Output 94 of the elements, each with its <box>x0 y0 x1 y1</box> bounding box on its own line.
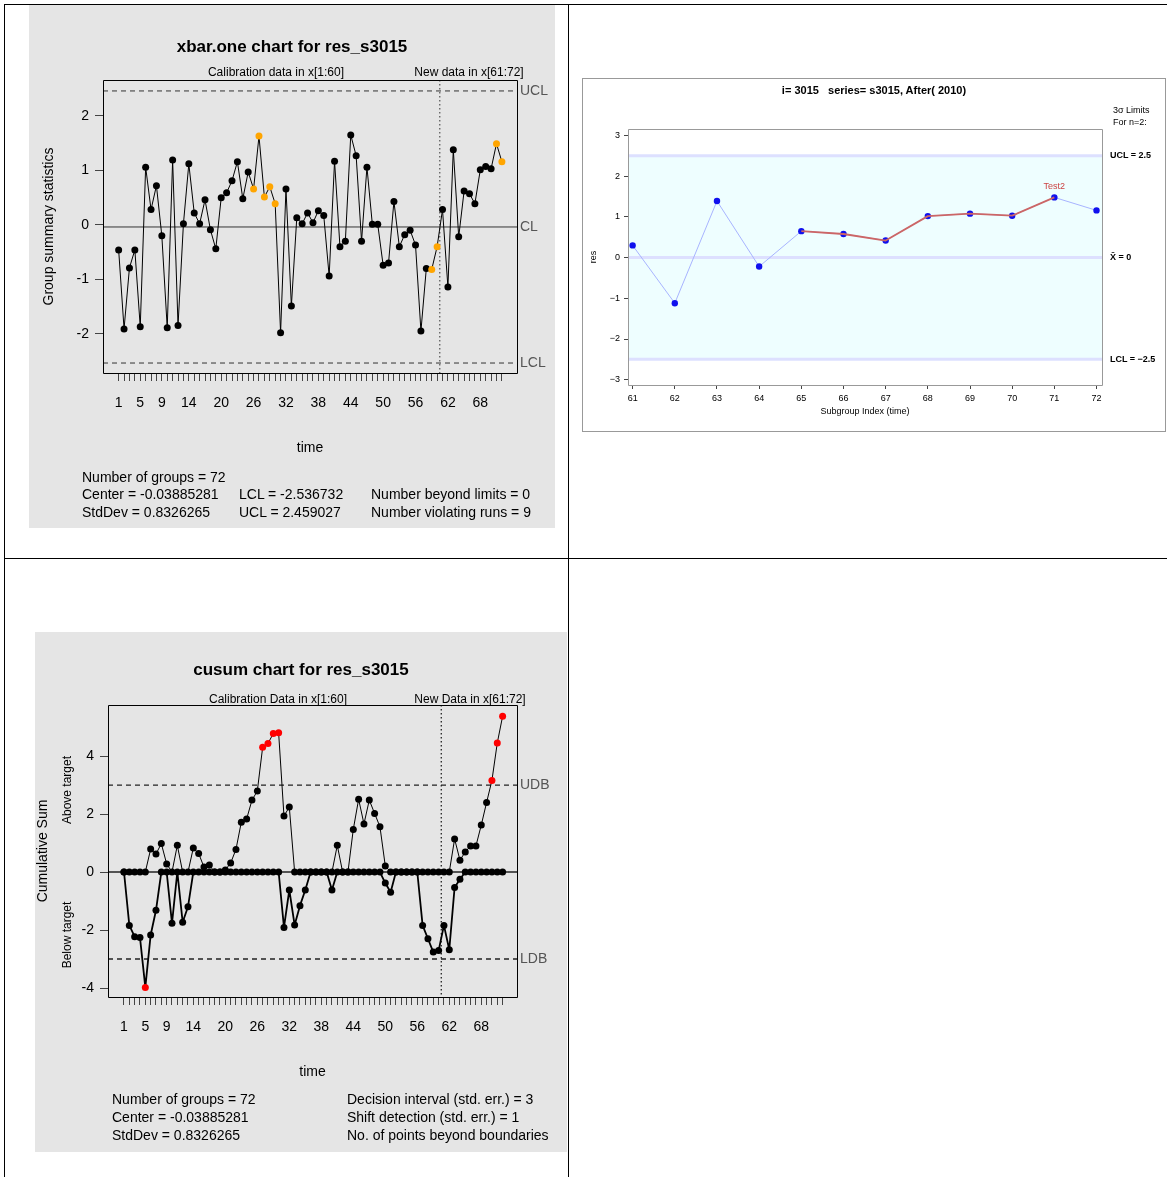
text: No. of points beyond boundaries <box>347 1126 549 1143</box>
y-tick-label: 1 <box>614 211 620 222</box>
x-axis-title: Subgroup Index (time) <box>820 406 910 417</box>
x-tick-label: 67 <box>880 392 891 403</box>
x-tick-label: 62 <box>669 392 680 403</box>
y-axis-title: Group summary statistics <box>40 147 57 306</box>
x-tick-label: 68 <box>473 1018 490 1035</box>
x-tick-label: 71 <box>1049 392 1060 403</box>
ref-line-label: LCL = −2.5 <box>1110 353 1156 364</box>
y-tick-label: 0 <box>614 252 620 263</box>
y-tick-label: −3 <box>609 374 620 385</box>
ref-line-label: UDB <box>520 775 550 792</box>
x-tick-label: 38 <box>310 394 327 411</box>
x-tick-label: 64 <box>754 392 765 403</box>
x-tick-label: 62 <box>441 1018 458 1035</box>
text: 3σ Limits <box>1113 105 1151 116</box>
x-tick-label: 26 <box>245 394 262 411</box>
annotation: Calibration Data in x[1:60] <box>208 692 348 707</box>
chart-title: cusum chart for res_s3015 <box>193 659 409 679</box>
x-tick-label: 44 <box>345 1018 362 1035</box>
x-tick-label: 56 <box>407 394 424 411</box>
y-tick-label: −2 <box>609 333 620 344</box>
y-tick-label: 2 <box>614 170 620 181</box>
x-tick-label: 69 <box>965 392 976 403</box>
y-axis-title: res <box>587 250 598 264</box>
y-axis-title: Cumulative Sum <box>34 799 51 903</box>
text: Number beyond limits = 0 <box>371 485 531 502</box>
x-tick-label: 68 <box>472 394 489 411</box>
text: StdDev = 0.8326265 <box>112 1126 241 1143</box>
x-tick-label: 1 <box>114 394 123 411</box>
x-tick-label: 9 <box>157 394 166 411</box>
x-tick-label: 5 <box>141 1018 150 1035</box>
text: New data in x[61:72] <box>414 65 524 80</box>
x-tick-label: 38 <box>313 1018 330 1035</box>
x-tick-label: 72 <box>1091 392 1102 403</box>
chart-title: i= 3015 series= s3015, After( 2010) <box>781 84 967 97</box>
y-tick-label: −1 <box>609 292 620 303</box>
x-tick-label: 65 <box>796 392 807 403</box>
annotation: New Data in x[61:72] <box>414 692 526 707</box>
y-tick-label: 0 <box>81 215 90 232</box>
text: Shift detection (std. err.) = 1 <box>347 1108 520 1125</box>
x-tick-label: 50 <box>377 1018 394 1035</box>
ref-line-label: LDB <box>520 949 548 966</box>
text: Number violating runs = 9 <box>371 503 532 520</box>
text: Center = -0.03885281 <box>82 485 219 502</box>
text: LCL = -2.536732 <box>239 485 344 502</box>
text: Center = -0.03885281 <box>112 1108 249 1125</box>
x-tick-label: 32 <box>281 1018 298 1035</box>
y-tick-label: 3 <box>614 130 620 140</box>
ref-line-label: X̄ = 0 <box>1110 252 1132 263</box>
x-axis-title: time <box>296 439 324 456</box>
x-tick-label: 56 <box>409 1018 426 1035</box>
text: Above target <box>60 755 75 825</box>
x-tick-label: 62 <box>440 394 456 411</box>
x-tick-label: 32 <box>278 394 294 411</box>
x-tick-label: 5 <box>136 394 145 411</box>
y-tick-label: -2 <box>76 324 90 341</box>
x-tick-label: 20 <box>213 394 230 411</box>
text: UCL = 2.459027 <box>239 503 342 520</box>
chart-title: xbar.one chart for res_s3015 <box>176 36 408 56</box>
y-tick-label: 2 <box>86 804 95 821</box>
x-tick-label: 61 <box>627 392 638 403</box>
text: Decision interval (std. err.) = 3 <box>347 1090 534 1107</box>
x-tick-label: 63 <box>711 392 722 403</box>
text: Calibration data in x[1:60] <box>207 65 345 80</box>
x-tick-label: 14 <box>181 394 197 411</box>
x-tick-label: 68 <box>922 392 933 403</box>
x-tick-label: 26 <box>249 1018 266 1035</box>
y-tick-label: 2 <box>81 106 90 123</box>
x-axis-title: time <box>299 1063 326 1080</box>
x-tick-label: 66 <box>838 392 849 403</box>
text: Number of groups = 72 <box>82 468 226 485</box>
y-tick-label: 0 <box>86 862 95 879</box>
x-tick-label: 70 <box>1007 392 1018 403</box>
x-tick-label: 50 <box>375 394 392 411</box>
y-tick-label: -4 <box>81 978 95 995</box>
x-tick-label: 44 <box>342 394 359 411</box>
text: For n=2: <box>1113 117 1147 128</box>
text: Below target <box>60 900 75 969</box>
x-tick-label: 20 <box>217 1018 234 1035</box>
y-tick-label: -1 <box>76 270 90 287</box>
y-tick-label: 1 <box>81 161 90 178</box>
ref-line-label: UCL <box>520 81 549 98</box>
y-tick-label: 4 <box>86 746 95 763</box>
text: StdDev = 0.8326265 <box>82 503 211 520</box>
ref-line-label: LCL <box>520 353 546 370</box>
annotation: Test2 <box>1043 181 1066 192</box>
x-tick-label: 1 <box>120 1018 129 1035</box>
ref-line-label: UCL = 2.5 <box>1110 150 1152 161</box>
x-tick-label: 9 <box>162 1018 171 1035</box>
x-tick-label: 14 <box>185 1018 202 1035</box>
text: Number of groups = 72 <box>112 1090 256 1107</box>
y-tick-label: -2 <box>81 920 95 937</box>
ref-line-label: CL <box>520 217 539 234</box>
